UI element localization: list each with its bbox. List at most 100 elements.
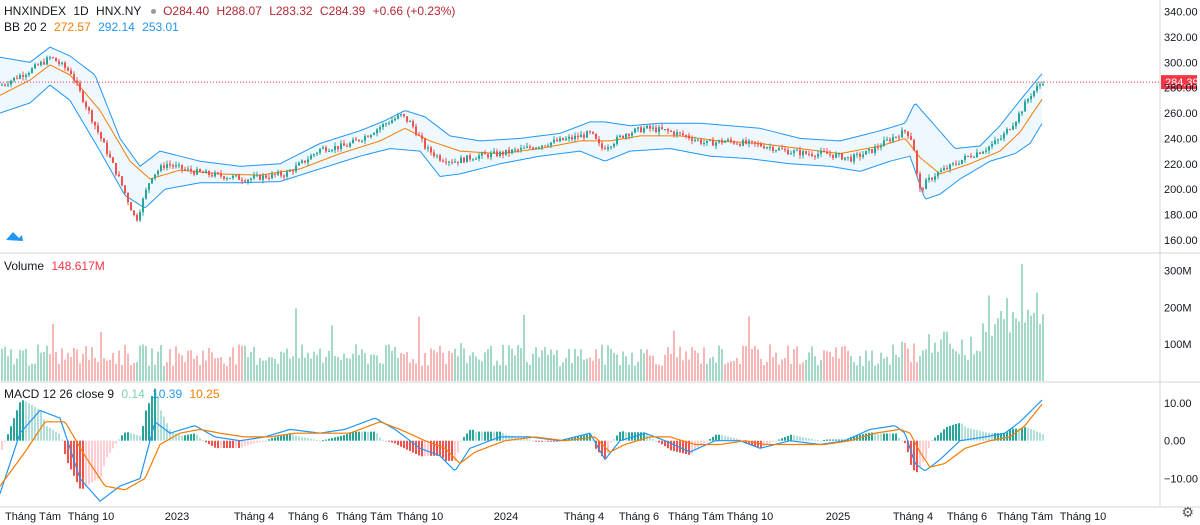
macd-hist-bar <box>346 434 348 441</box>
candle-body <box>727 139 729 142</box>
volume-bar <box>493 365 495 381</box>
time-tick-label: Tháng 6 <box>288 511 328 523</box>
candle-body <box>175 165 177 167</box>
candle-body <box>655 127 657 133</box>
macd-hist-bar <box>154 388 156 441</box>
volume-bar <box>301 344 303 381</box>
candle-body <box>526 146 528 148</box>
macd-hist-bar <box>775 440 777 442</box>
candle-body <box>202 171 204 174</box>
macd-hist-bar <box>967 427 969 441</box>
macd-hist-bar <box>868 432 870 441</box>
macd-hist-bar <box>916 440 918 473</box>
time-tick-label: Tháng 10 <box>68 511 114 523</box>
volume-pane[interactable] <box>1 264 1044 381</box>
volume-bar <box>628 364 630 381</box>
volume-bar <box>562 362 564 381</box>
candle-body <box>541 145 543 148</box>
candle-body <box>943 168 945 171</box>
candle-body <box>172 165 174 167</box>
settings-gear-icon[interactable]: ⚙ <box>1181 504 1194 520</box>
macd-hist-bar <box>592 439 594 441</box>
candle-body <box>298 162 300 166</box>
macd-hist-bar <box>511 435 513 441</box>
candle-body <box>1012 126 1014 130</box>
interval-label[interactable]: 1D <box>73 4 89 18</box>
bb-legend[interactable]: BB 20 2 272.57 292.14 253.01 <box>4 20 183 34</box>
candle-body <box>76 80 78 83</box>
macd-hist-bar <box>997 433 999 441</box>
candle-body <box>766 147 768 149</box>
volume-bar <box>199 364 201 381</box>
price-pane[interactable] <box>0 46 1160 223</box>
candle-body <box>604 148 606 150</box>
macd-hist-bar <box>688 440 690 455</box>
candle-body <box>355 139 357 141</box>
volume-bar <box>172 365 174 381</box>
volume-bar <box>310 358 312 381</box>
candle-body <box>226 178 228 180</box>
macd-hist-bar <box>58 433 60 441</box>
macd-hist-bar <box>307 438 309 441</box>
macd-hist-bar <box>769 440 771 444</box>
volume-bar <box>649 355 651 381</box>
macd-pane[interactable] <box>0 388 1044 503</box>
macd-hist-bar <box>328 438 330 441</box>
macd-hist-bar <box>694 440 696 451</box>
candle-body <box>937 172 939 177</box>
volume-bar <box>376 355 378 381</box>
macd-hist-bar <box>253 440 255 444</box>
candle-body <box>784 149 786 151</box>
candle-body <box>205 171 207 174</box>
macd-hist-bar <box>484 431 486 441</box>
volume-bar <box>439 345 441 381</box>
volume-bar <box>652 355 654 381</box>
macd-hist-bar <box>508 435 510 441</box>
close-value: C284.39 <box>319 4 366 18</box>
macd-hist-bar <box>1030 428 1032 441</box>
macd-hist-bar <box>727 436 729 441</box>
macd-hist-bar <box>928 440 930 448</box>
macd-hist-bar <box>241 440 243 448</box>
macd-hist-bar <box>466 433 468 441</box>
volume-bar <box>766 361 768 381</box>
symbol-label[interactable]: HNXINDEX <box>4 4 67 18</box>
volume-bar <box>427 365 429 381</box>
volume-bar <box>184 362 186 381</box>
candle-body <box>574 135 576 140</box>
volume-bar <box>646 349 648 381</box>
volume-bar <box>610 348 612 381</box>
volume-bar <box>76 349 78 381</box>
candle-body <box>967 155 969 157</box>
candle-body <box>196 169 198 175</box>
volume-bar <box>571 363 573 381</box>
macd-hist-bar <box>787 435 789 441</box>
candle-body <box>211 175 213 177</box>
candle-body <box>919 173 921 189</box>
candle-body <box>994 140 996 144</box>
candle-body <box>238 175 240 180</box>
volume-bar <box>724 364 726 381</box>
volume-legend[interactable]: Volume 148.617M <box>4 259 109 273</box>
candle-body <box>283 175 285 177</box>
time-tick-label: Tháng 4 <box>234 511 274 523</box>
volume-bar <box>865 350 867 381</box>
macd-hist-bar <box>790 434 792 441</box>
macd-hist-bar <box>76 440 78 483</box>
macd-legend[interactable]: MACD 12 26 close 9 0.14 10.39 10.25 <box>4 387 224 401</box>
volume-bar <box>412 359 414 381</box>
volume-bar <box>775 352 777 381</box>
candle-body <box>460 157 462 164</box>
macd-hist-bar <box>1 440 3 451</box>
macd-hist-bar <box>199 437 201 441</box>
volume-bar <box>703 347 705 381</box>
candle-body <box>406 116 408 122</box>
candle-body <box>100 132 102 139</box>
volume-bar <box>313 351 315 381</box>
macd-hist-bar <box>202 440 204 442</box>
volume-bar <box>706 363 708 381</box>
volume-bar <box>82 353 84 381</box>
macd-hist-bar <box>832 439 834 441</box>
macd-hist-bar <box>367 431 369 441</box>
